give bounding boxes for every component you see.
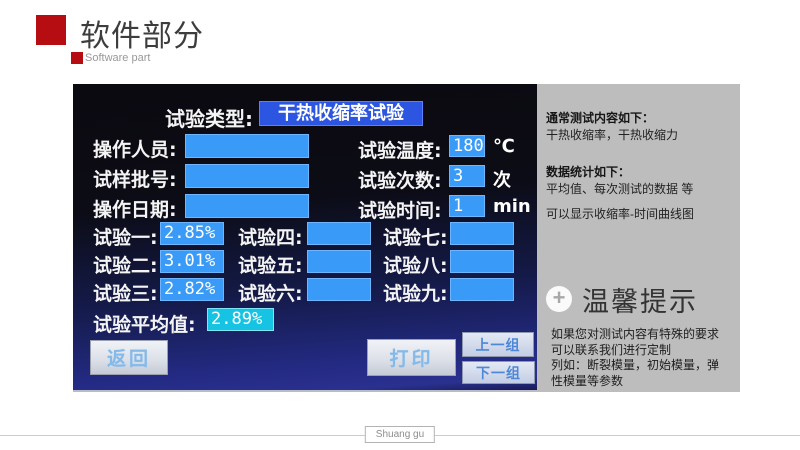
test-1-value-field[interactable]: 2.85% <box>160 222 224 245</box>
test-5-label: 试验五: <box>238 255 303 277</box>
title-bullet-square <box>36 15 66 45</box>
test-time-unit: min <box>493 196 531 217</box>
page-subtitle: Software part <box>85 52 151 64</box>
test-2-label: 试验二: <box>93 255 158 277</box>
test-count-unit: 次 <box>493 170 511 191</box>
test-temperature-field[interactable]: 180 <box>449 135 485 157</box>
test-4-label: 试验四: <box>238 227 303 249</box>
operator-label: 操作人员: <box>93 139 177 161</box>
usual-test-content-title: 通常测试内容如下： <box>546 111 655 125</box>
operation-date-field[interactable] <box>185 194 309 218</box>
test-8-label: 试验八: <box>383 255 448 277</box>
test-temperature-unit: ℃ <box>493 136 515 157</box>
warm-tips-body: 如果您对测试内容有特殊的要求 可以联系我们进行定制 列如：断裂模量，初始模量，弹… <box>551 327 720 388</box>
test-count-field[interactable]: 3 <box>449 165 485 187</box>
test-time-field[interactable]: 1 <box>449 195 485 217</box>
batch-number-label: 试样批号: <box>93 169 177 191</box>
data-statistics-body: 平均值、每次测试的数据 等 <box>546 182 694 196</box>
footer-brand: Shuang gu <box>364 426 436 443</box>
test-average-field: 2.89% <box>207 308 274 331</box>
test-3-value-field[interactable]: 2.82% <box>160 278 224 301</box>
info-panel: 通常测试内容如下： 干热收缩率，干热收缩力 数据统计如下： 平均值、每次测试的数… <box>537 84 740 392</box>
test-time-label: 试验时间: <box>358 200 442 222</box>
subtitle-bullet-square <box>71 52 83 64</box>
test-count-label: 试验次数: <box>358 170 442 192</box>
data-statistics-title: 数据统计如下： <box>546 165 631 179</box>
test-7-label: 试验七: <box>383 227 448 249</box>
test-2-value-field[interactable]: 3.01% <box>160 250 224 273</box>
batch-number-field[interactable] <box>185 164 309 188</box>
test-temperature-label: 试验温度: <box>358 140 442 162</box>
test-3-label: 试验三: <box>93 283 158 305</box>
usual-test-content-body: 干热收缩率，干热收缩力 <box>546 128 679 142</box>
curve-note: 可以显示收缩率-时间曲线图 <box>546 207 694 221</box>
warm-tips-title: 温馨提示 <box>582 287 698 317</box>
test-type-field[interactable]: 干热收缩率试验 <box>259 101 423 126</box>
test-1-label: 试验一: <box>93 227 158 249</box>
test-5-value-field[interactable] <box>307 250 371 273</box>
print-button[interactable]: 打印 <box>367 339 456 376</box>
device-screen: 试验类型: 干热收缩率试验 操作人员: 试样批号: 操作日期: 试验温度: 18… <box>73 84 537 392</box>
test-6-value-field[interactable] <box>307 278 371 301</box>
next-group-button[interactable]: 下一组 <box>462 361 535 384</box>
test-9-label: 试验九: <box>383 283 448 305</box>
test-4-value-field[interactable] <box>307 222 371 245</box>
back-button[interactable]: 返回 <box>90 340 168 375</box>
test-7-value-field[interactable] <box>450 222 514 245</box>
plus-icon: + <box>546 286 572 312</box>
test-average-label: 试验平均值: <box>93 314 196 336</box>
page-title: 软件部分 <box>80 20 204 53</box>
operation-date-label: 操作日期: <box>93 199 177 221</box>
test-type-label: 试验类型: <box>165 107 253 131</box>
test-6-label: 试验六: <box>238 283 303 305</box>
prev-group-button[interactable]: 上一组 <box>462 332 534 357</box>
test-9-value-field[interactable] <box>450 278 514 301</box>
test-8-value-field[interactable] <box>450 250 514 273</box>
operator-field[interactable] <box>185 134 309 158</box>
